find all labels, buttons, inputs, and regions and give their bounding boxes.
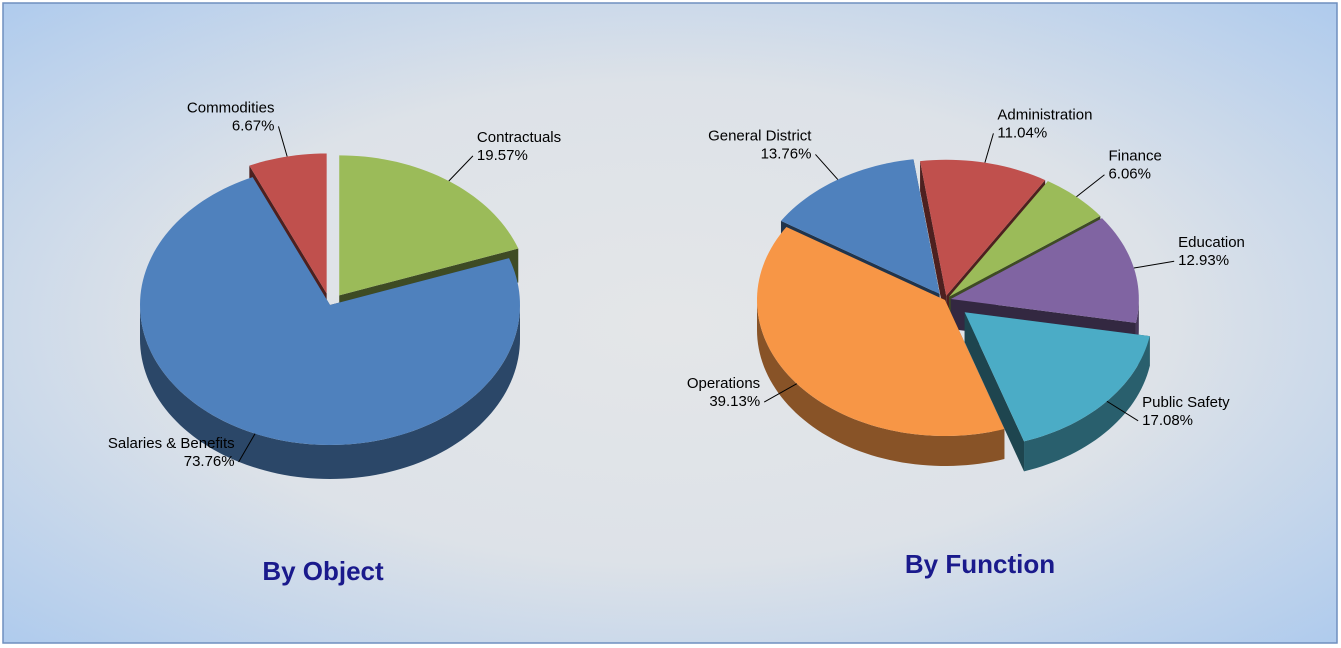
slice: [780, 159, 940, 294]
value-label: 17.08%: [1142, 412, 1193, 429]
value-label: 19.57%: [477, 147, 528, 164]
value-label: 6.06%: [1108, 166, 1151, 183]
value-label: 73.76%: [184, 453, 235, 470]
slice-label: Education: [1178, 234, 1245, 251]
slice-side: [920, 161, 947, 326]
chart-title: By Function: [905, 549, 1055, 579]
leader-line: [1076, 174, 1105, 198]
slice-side: [757, 300, 1005, 466]
leader-line: [277, 126, 288, 157]
slice: [140, 177, 520, 445]
chart-title: By Object: [262, 556, 384, 586]
leader-line: [238, 433, 256, 463]
slice: [339, 155, 519, 296]
slice-side: [1024, 336, 1150, 472]
slice-label: Public Safety: [1142, 394, 1230, 411]
slice-label: Salaries & Benefits: [108, 435, 235, 452]
leader-line: [1106, 400, 1139, 422]
slice-side: [140, 305, 520, 479]
leader-line: [763, 383, 798, 403]
slice: [950, 218, 1139, 323]
leader-line: [815, 154, 839, 180]
value-label: 6.67%: [232, 117, 275, 134]
leader-line: [984, 133, 994, 163]
slice-label: General District: [708, 127, 812, 144]
slice-label: Commodities: [187, 99, 275, 116]
leader-line: [448, 155, 474, 182]
slice: [964, 312, 1150, 442]
slice: [757, 226, 1005, 436]
slice-label: Finance: [1108, 148, 1161, 165]
value-label: 39.13%: [709, 393, 760, 410]
value-label: 11.04%: [997, 124, 1047, 141]
slice: [920, 159, 1046, 296]
slice-side: [964, 312, 1025, 472]
value-label: 12.93%: [1178, 252, 1229, 269]
slice: [949, 181, 1101, 297]
leader-line: [1133, 260, 1175, 269]
value-label: 13.76%: [761, 145, 812, 162]
slice: [249, 153, 327, 294]
slice-label: Administration: [997, 106, 1092, 123]
slice-label: Contractuals: [477, 129, 561, 146]
slice-label: Operations: [687, 375, 760, 392]
